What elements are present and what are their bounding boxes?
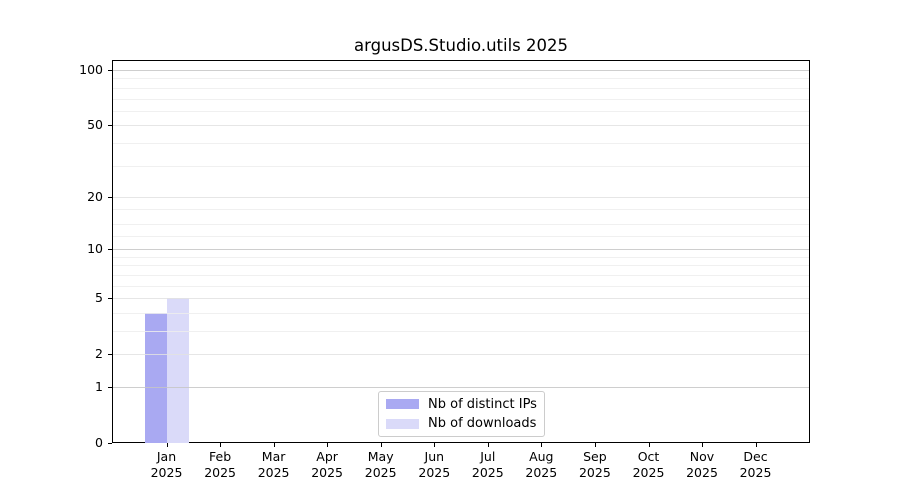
y-tick-label-1: 1	[95, 379, 103, 394]
gridline-minor-40	[113, 142, 809, 144]
x-tick-year-feb: 2025	[204, 464, 236, 480]
x-tick-month-feb: Feb	[209, 449, 232, 464]
x-tick-mark-nov	[702, 443, 703, 447]
x-tick-label-dec: Dec 2025	[724, 449, 788, 480]
x-tick-mark-apr	[327, 443, 329, 447]
y-tick-mark-100	[108, 70, 112, 71]
legend: Nb of distinct IPs Nb of downloads	[378, 391, 545, 437]
y-tick-label-50: 50	[87, 117, 103, 133]
gridline-minor-12	[113, 235, 809, 237]
x-tick-mark-mar	[273, 443, 275, 447]
x-tick-label-jan: Jan 2025	[135, 449, 199, 480]
gridline-50	[113, 125, 809, 127]
x-tick-mark-may	[380, 443, 382, 447]
gridline-2	[113, 354, 809, 356]
bar-nb-of-downloads-jan	[166, 298, 189, 443]
x-tick-mark-jul	[487, 443, 489, 447]
x-tick-mark-dec	[755, 443, 757, 447]
x-tick-year-jan: 2025	[150, 464, 183, 480]
gridline-minor-30	[113, 165, 809, 167]
gridline-20	[113, 196, 809, 198]
x-tick-label-jun: Jun 2025	[402, 449, 466, 480]
gridline-major-100	[113, 70, 809, 71]
gridline-minor-17	[113, 209, 809, 211]
legend-label-distinct-ips: Nb of distinct IPs	[428, 396, 537, 412]
x-tick-year-may: 2025	[364, 464, 397, 480]
x-tick-year-jun: 2025	[418, 464, 451, 480]
chart-title: argusDS.Studio.utils 2025	[354, 36, 568, 55]
x-tick-label-sep: Sep 2025	[563, 449, 627, 480]
gridline-minor-70	[113, 98, 809, 100]
x-tick-mark-feb	[220, 443, 222, 447]
plot-area	[112, 60, 810, 443]
legend-swatch-distinct-ips	[386, 399, 419, 410]
x-tick-label-feb: Feb 2025	[188, 449, 252, 480]
x-tick-month-nov: Nov	[689, 449, 715, 464]
gridline-minor-90	[113, 78, 809, 80]
gridline-minor-8	[113, 265, 809, 267]
gridline-major-10	[113, 249, 809, 251]
gridline-major-1	[113, 387, 809, 388]
x-tick-year-sep: 2025	[578, 464, 611, 480]
y-tick-mark-0	[108, 443, 112, 444]
x-tick-month-jan: Jan	[156, 449, 177, 464]
y-tick-label-5: 5	[95, 290, 103, 306]
x-tick-label-may: May 2025	[349, 449, 413, 480]
legend-label-downloads: Nb of downloads	[428, 416, 537, 432]
x-tick-mark-sep	[594, 443, 596, 447]
x-tick-year-apr: 2025	[311, 464, 343, 480]
x-tick-label-aug: Aug 2025	[509, 449, 573, 480]
gridline-5	[113, 298, 809, 300]
x-tick-mark-jun	[434, 443, 436, 447]
x-tick-month-aug: Aug	[529, 449, 554, 464]
x-tick-label-jul: Jul 2025	[456, 449, 520, 480]
y-tick-mark-5	[108, 298, 112, 300]
x-tick-month-mar: Mar	[261, 449, 286, 464]
y-tick-mark-20	[108, 196, 112, 198]
y-tick-label-10: 10	[87, 241, 103, 257]
gridline-minor-14	[113, 224, 809, 226]
x-tick-year-nov: 2025	[686, 464, 718, 480]
x-tick-month-dec: Dec	[743, 449, 768, 464]
x-tick-year-dec: 2025	[739, 464, 772, 480]
gridline-minor-4	[113, 312, 809, 314]
gridline-minor-80	[113, 87, 809, 89]
bar-nb-of-distinct-ips-jan	[144, 312, 167, 443]
legend-swatch-downloads	[386, 418, 419, 429]
x-tick-year-aug: 2025	[525, 464, 558, 480]
x-tick-mark-jan	[166, 443, 168, 447]
gridline-minor-7	[113, 274, 809, 276]
x-tick-month-apr: Apr	[316, 449, 338, 464]
y-tick-mark-2	[108, 354, 112, 356]
x-tick-month-may: May	[367, 449, 394, 464]
y-tick-label-2: 2	[95, 346, 103, 362]
x-tick-year-mar: 2025	[257, 464, 290, 480]
gridline-minor-60	[113, 110, 809, 112]
gridline-minor-9	[113, 256, 809, 258]
legend-item-downloads: Nb of downloads	[386, 416, 537, 433]
y-tick-mark-1	[108, 387, 112, 388]
x-tick-label-oct: Oct 2025	[617, 449, 681, 480]
x-tick-month-oct: Oct	[637, 449, 660, 464]
y-tick-mark-10	[108, 249, 112, 251]
x-tick-label-nov: Nov 2025	[670, 449, 734, 480]
x-tick-label-apr: Apr 2025	[295, 449, 359, 480]
y-tick-label-20: 20	[87, 188, 103, 204]
gridline-minor-3	[113, 331, 809, 332]
gridline-minor-6	[113, 285, 809, 287]
x-tick-year-oct: 2025	[632, 464, 665, 480]
x-tick-year-jul: 2025	[471, 464, 504, 480]
x-tick-month-sep: Sep	[583, 449, 607, 464]
x-tick-mark-oct	[648, 443, 650, 447]
legend-item-distinct-ips: Nb of distinct IPs	[386, 396, 537, 413]
x-tick-label-mar: Mar 2025	[242, 449, 306, 480]
y-tick-label-0: 0	[95, 435, 103, 450]
x-tick-month-jul: Jul	[480, 449, 496, 464]
x-tick-mark-aug	[541, 443, 543, 447]
y-tick-mark-50	[108, 125, 112, 127]
y-tick-label-100: 100	[79, 62, 103, 77]
x-tick-month-jun: Jun	[424, 449, 445, 464]
